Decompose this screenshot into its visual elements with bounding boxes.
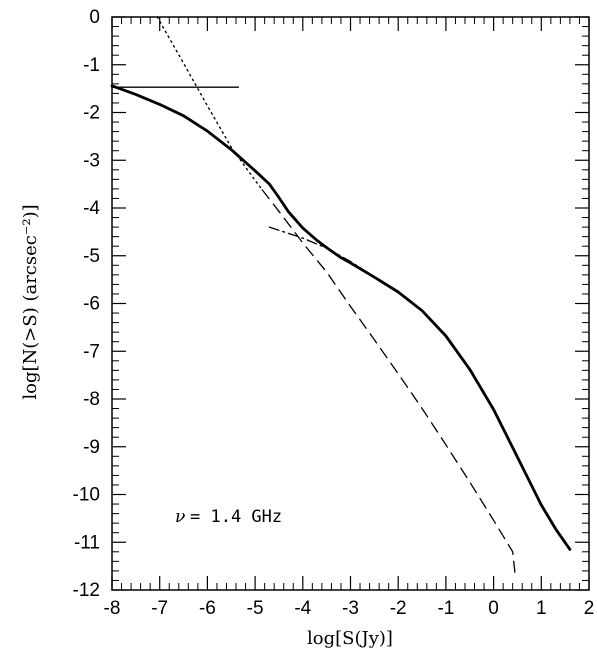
x-axis-title: log[S(Jy)] [307, 628, 393, 649]
y-tick-label: -6 [83, 294, 100, 315]
y-tick-label: -3 [83, 150, 100, 171]
y-tick-label: -5 [83, 246, 100, 267]
x-tick-label: -1 [437, 598, 454, 619]
y-axis-title: log[N(>S) (arcsec⁻²)] [20, 204, 41, 399]
y-tick-label: -7 [83, 341, 100, 362]
annotation-text: = 1.4 GHz [190, 507, 282, 527]
y-tick-label: 0 [89, 7, 100, 28]
annotation-nu: ν [175, 507, 185, 527]
y-tick-label: -8 [83, 389, 100, 410]
x-tick-label: -5 [247, 598, 264, 619]
series-layer [110, 16, 572, 575]
y-tick-label: -1 [83, 55, 100, 76]
x-tick-label: -2 [390, 598, 407, 619]
total-counts-curve [110, 84, 572, 551]
y-tick-label: -9 [83, 437, 100, 458]
dashed-component-line [261, 189, 516, 575]
x-tick-label: -3 [342, 598, 359, 619]
tick-labels: -8 -7 -6 -5 -4 -3 -2 -1 0 1 20-1-2-3-4-5-6-7-8-9-1… [73, 7, 595, 619]
plot-frame [111, 16, 590, 591]
x-tick-label: -8 [104, 598, 121, 619]
x-tick-label: -6 [199, 598, 216, 619]
y-tick-label: -10 [73, 485, 100, 506]
x-tick-label: -4 [294, 598, 311, 619]
y-tick-label: -12 [73, 580, 100, 601]
x-tick-label: 1 [536, 598, 547, 619]
y-tick-label: -4 [83, 198, 100, 219]
axis-ticks [111, 16, 590, 591]
dash-dot-component-line [268, 226, 364, 270]
x-tick-label: 0 [488, 598, 499, 619]
y-tick-label: -2 [83, 103, 100, 124]
x-tick-label: -7 [151, 598, 168, 619]
y-tick-label: -11 [74, 532, 100, 553]
x-tick-label: 2 [584, 598, 595, 619]
dotted-extrapolation-line [156, 16, 263, 191]
